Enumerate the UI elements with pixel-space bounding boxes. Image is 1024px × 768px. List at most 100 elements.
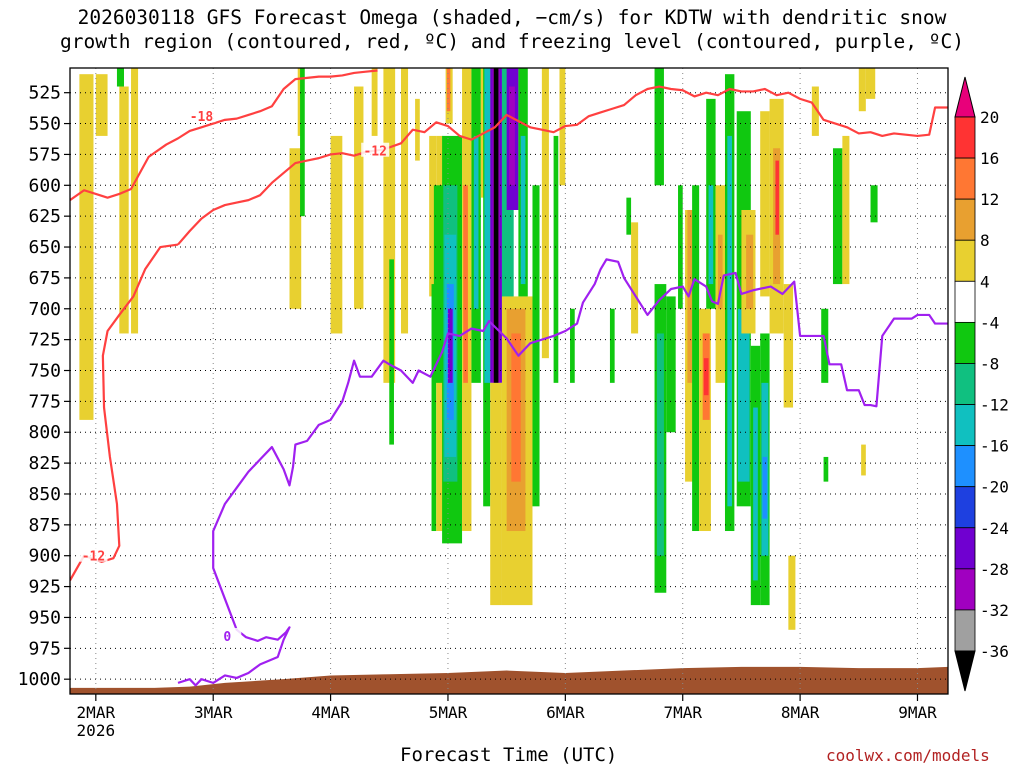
y-tick-label-975: 975 [28,638,61,659]
colorbar-tick-9: -20 [980,478,1009,497]
contour-label-0: -18 [190,110,214,125]
omega-patch-10 [371,68,378,136]
omega-patch-88 [832,148,843,285]
omega-patch-60 [692,185,700,532]
omega-patch-45 [532,185,540,507]
omega-patch-89 [842,135,850,285]
omega-patch-11 [383,68,396,383]
colorbar-bin-2 [954,198,976,241]
omega-patch-53 [654,68,664,186]
omega-patch-35 [493,68,499,383]
contour-labels: -18 -12 -12 0 [79,108,390,645]
colorbar-tick-12: -32 [980,601,1009,620]
omega-patch-44 [520,135,526,285]
colorbar-tick-13: -36 [980,642,1009,661]
y-tick-label-750: 750 [28,361,61,382]
colorbar-bin-1 [954,157,976,200]
omega-patch-47 [553,135,559,383]
title-line-1: 2026030118 GFS Forecast Omega (shaded, −… [77,6,947,29]
y-tick-label-900: 900 [28,546,61,567]
y-axis-pressure: 525 550 575 600 625 650 675 700 725 750 775 800 825 8… [18,83,70,690]
omega-patch-73 [746,234,754,309]
omega-patch-87 [823,456,829,482]
colorbar-tick-2: 12 [980,190,999,209]
omega-patch-71 [737,308,750,482]
omega-patch-49 [570,308,575,383]
colorbar-bin-12 [954,609,976,652]
omega-patch-13 [401,68,409,334]
omega-patch-9 [354,86,364,309]
colorbar-bottom-arrow [954,650,976,692]
x-tick-label-8MAR: 8MAR [781,703,820,722]
colorbar-tick-1: 16 [980,149,999,168]
omega-shading [79,68,878,630]
x-tick-label-6MAR: 6MAR [546,703,585,722]
x-tick-label-5MAR: 5MAR [429,703,468,722]
contour-label-bg-3 [213,627,242,642]
y-tick-label-575: 575 [28,144,61,165]
colorbar-tick-0: 20 [980,108,999,127]
omega-patch-51 [626,197,632,235]
omega-patch-82 [775,160,779,235]
contour-label-2: -12 [82,550,105,565]
colorbar-tick-6: -8 [980,354,999,373]
contour-line-1 [177,85,948,246]
omega-patch-59 [687,209,693,383]
x-tick-label-3MAR: 3MAR [194,703,233,722]
colorbar-bin-10 [954,527,976,570]
colorbar-bin-7 [954,404,976,447]
colorbar-tick-7: -12 [980,396,1009,415]
colorbar-legend: 20 16 12 8 4 -4 -8 -12 -16 -20 -24 -28 -32 -36 [954,76,1009,692]
omega-patch-16 [431,284,437,532]
omega-patch-29 [473,135,479,309]
omega-patch-84 [788,555,796,630]
omega-patch-50 [609,308,615,383]
x-axis-title: Forecast Time (UTC) [400,744,618,766]
credit-link[interactable]: coolwx.com/models [826,746,990,765]
omega-patch-12 [389,259,394,445]
omega-patch-69 [727,135,733,507]
title-line-2: growth region (contoured, red, ºC) and f… [60,30,964,53]
omega-patch-46 [541,68,549,359]
omega-patch-3 [131,68,139,334]
contour-label-bg-0 [187,108,216,123]
omega-patch-1 [95,74,108,136]
colorbar-tick-11: -28 [980,560,1009,579]
omega-patch-27 [463,185,468,383]
colorbar-tick-8: -16 [980,437,1009,456]
y-tick-label-800: 800 [28,422,61,443]
omega-patch-91 [861,444,866,476]
omega-patch-55 [656,333,664,556]
colorbar-bin-3 [954,239,976,282]
y-tick-label-775: 775 [28,391,61,412]
colorbar-bin-0 [954,116,976,159]
y-tick-label-550: 550 [28,114,61,135]
omega-patch-4 [116,68,124,87]
y-tick-label-700: 700 [28,299,61,320]
colorbar-bin-9 [954,486,976,529]
omega-patch-25 [446,68,451,112]
omega-patch-8 [330,135,343,334]
omega-patch-93 [865,68,876,99]
contour-line-3 [177,258,948,687]
omega-patch-32 [484,68,491,383]
colorbar-tick-10: -24 [980,519,1009,538]
colorbar-tick-4: 4 [980,272,990,291]
omega-patch-56 [666,296,676,433]
terrain-surface [70,666,948,694]
y-tick-label-525: 525 [28,83,61,104]
colorbar-bin-8 [954,445,976,488]
omega-patch-83 [783,284,794,408]
y-tick-label-825: 825 [28,453,61,474]
y-tick-label-650: 650 [28,237,61,258]
y-tick-label-850: 850 [28,484,61,505]
contour-label-bg-1 [361,142,390,157]
omega-patch-79 [762,456,768,519]
y-tick-label-875: 875 [28,515,61,536]
y-tick-label-725: 725 [28,330,61,351]
x-tick-label-4MAR: 4MAR [311,703,350,722]
colorbar-tick-5: -4 [980,313,999,332]
omega-patch-0 [79,74,94,420]
colorbar-tick-3: 8 [980,231,990,250]
